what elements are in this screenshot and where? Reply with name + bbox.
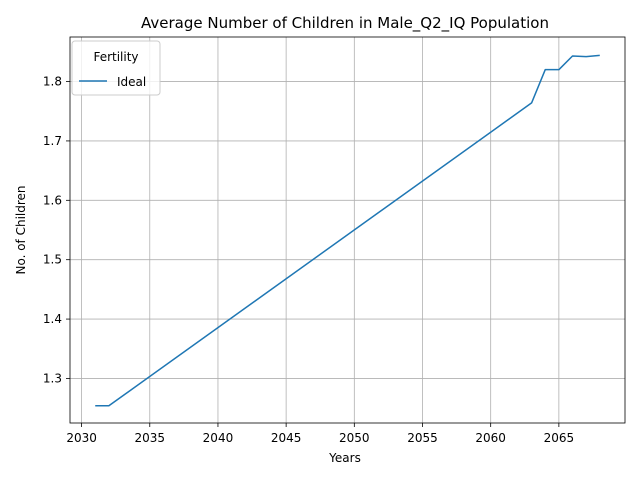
x-tick-label: 2045 — [271, 431, 302, 445]
y-tick-label: 1.3 — [43, 371, 62, 385]
y-axis-label: No. of Children — [14, 185, 28, 274]
x-tick-label: 2030 — [66, 431, 97, 445]
legend-title: Fertility — [93, 50, 138, 64]
x-tick-label: 2065 — [544, 431, 575, 445]
legend: Fertility Ideal — [71, 40, 161, 96]
legend-entry-ideal: Ideal — [117, 75, 146, 89]
y-tick-label: 1.7 — [43, 134, 62, 148]
x-axis-ticks: 2030 2035 2040 2045 2050 2055 2060 2065 — [66, 423, 574, 445]
x-axis-label: Years — [328, 451, 361, 465]
y-axis-ticks: 1.3 1.4 1.5 1.6 1.7 1.8 — [43, 75, 70, 385]
x-tick-label: 2055 — [407, 431, 438, 445]
x-tick-label: 2040 — [203, 431, 234, 445]
y-tick-label: 1.6 — [43, 193, 62, 207]
plot-frame — [69, 36, 626, 424]
y-tick-label: 1.8 — [43, 75, 62, 89]
x-tick-label: 2035 — [134, 431, 165, 445]
x-tick-label: 2060 — [475, 431, 506, 445]
y-tick-label: 1.5 — [43, 253, 62, 267]
x-tick-label: 2050 — [339, 431, 370, 445]
series-line-ideal — [95, 54, 600, 407]
chart-title: Average Number of Children in Male_Q2_IQ… — [141, 14, 549, 33]
y-tick-label: 1.4 — [43, 312, 62, 326]
series-layer — [95, 54, 600, 407]
